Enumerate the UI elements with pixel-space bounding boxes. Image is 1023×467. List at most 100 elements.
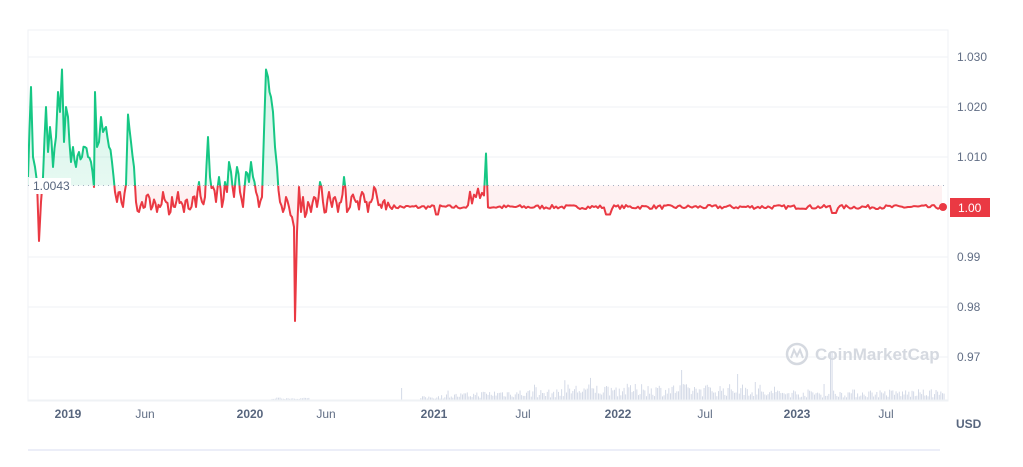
volume-bar bbox=[473, 393, 475, 400]
current-price-badge bbox=[950, 198, 990, 217]
volume-bar bbox=[788, 393, 790, 400]
volume-bar bbox=[470, 396, 471, 400]
volume-bar bbox=[865, 396, 867, 400]
price-line[interactable] bbox=[28, 68, 943, 322]
volume-bar bbox=[942, 393, 943, 400]
volume-bar bbox=[850, 393, 852, 400]
x-tick-label: Jul bbox=[515, 407, 530, 421]
volume-bar bbox=[505, 396, 507, 400]
volume-bar bbox=[847, 392, 849, 400]
volume-bar bbox=[668, 388, 670, 400]
volume-bar bbox=[401, 388, 403, 400]
volume-bar bbox=[462, 394, 463, 400]
volume-bar bbox=[839, 392, 841, 400]
volume-bar bbox=[615, 387, 617, 400]
volume-bar bbox=[855, 397, 857, 400]
volume-bar bbox=[722, 388, 724, 400]
volume-bar bbox=[274, 398, 276, 400]
volume-bar bbox=[502, 392, 503, 400]
volume-bar bbox=[620, 395, 622, 400]
volume-bar bbox=[786, 393, 788, 400]
volume-bar bbox=[826, 395, 828, 400]
volume-bar bbox=[644, 390, 646, 400]
volume-bar bbox=[738, 393, 740, 400]
volume-bar bbox=[420, 398, 422, 400]
volume-bar bbox=[306, 398, 308, 400]
volume-bar bbox=[823, 384, 825, 400]
volume-bar bbox=[649, 393, 651, 400]
volume-bar bbox=[799, 397, 801, 400]
volume-bar bbox=[489, 392, 491, 400]
volume-bar bbox=[452, 397, 454, 400]
volume-bar bbox=[703, 388, 705, 400]
volume-bar bbox=[833, 390, 835, 400]
volume-bar bbox=[898, 391, 900, 400]
volume-bar bbox=[486, 393, 487, 400]
volume-bar bbox=[908, 391, 910, 400]
volume-bar bbox=[767, 394, 769, 400]
volume-bar bbox=[676, 391, 678, 400]
volume-bar bbox=[660, 387, 662, 400]
volume-bar bbox=[289, 398, 291, 400]
volume-bar bbox=[556, 389, 558, 400]
volume-bar bbox=[927, 396, 929, 400]
volume-bar bbox=[430, 397, 431, 400]
volume-bar bbox=[770, 390, 772, 400]
volume-bar bbox=[439, 398, 441, 400]
volume-bar bbox=[578, 391, 580, 400]
volume-bar bbox=[929, 390, 931, 400]
y-tick-label: 0.99 bbox=[957, 250, 981, 264]
volume-bar bbox=[881, 392, 883, 400]
volume-bar bbox=[686, 384, 687, 400]
volume-bar bbox=[476, 392, 478, 400]
plot-area bbox=[27, 29, 949, 402]
volume-bar bbox=[482, 391, 484, 400]
volume-bar bbox=[782, 392, 783, 400]
volume-bar bbox=[570, 393, 572, 400]
volume-bar bbox=[290, 398, 292, 400]
volume-bar bbox=[279, 397, 281, 400]
volume-bar bbox=[697, 392, 699, 400]
volume-bar bbox=[721, 390, 723, 400]
volume-bar bbox=[716, 396, 718, 400]
volume-bar bbox=[650, 388, 652, 400]
volume-bar bbox=[508, 392, 510, 400]
volume-bar bbox=[930, 389, 932, 400]
volume-bar bbox=[903, 394, 905, 400]
volume-bar bbox=[913, 391, 915, 400]
volume-bar bbox=[559, 395, 561, 400]
x-tick-label: Jun bbox=[316, 407, 335, 421]
volume-bar bbox=[458, 396, 460, 400]
volume-bar bbox=[674, 392, 676, 400]
volume-bar bbox=[846, 397, 847, 400]
volume-bar bbox=[551, 393, 553, 400]
volume-bar bbox=[666, 393, 668, 400]
volume-bar bbox=[521, 395, 523, 400]
volume-bar bbox=[879, 390, 881, 400]
volume-bar bbox=[862, 392, 863, 400]
price-line-below-baseline[interactable] bbox=[28, 70, 943, 322]
volume-bar bbox=[641, 384, 643, 400]
volume-bar bbox=[753, 396, 755, 400]
current-price-dot[interactable] bbox=[939, 203, 947, 211]
volume-bar bbox=[442, 398, 444, 400]
volume-bar bbox=[572, 391, 574, 400]
volume-bar bbox=[836, 395, 838, 400]
volume-bar bbox=[924, 395, 926, 400]
volume-bar bbox=[538, 395, 540, 400]
volume-bar bbox=[602, 392, 604, 400]
volume-bar bbox=[577, 392, 579, 400]
volume-bar bbox=[783, 393, 785, 400]
volume-bar bbox=[511, 396, 513, 400]
volume-bar bbox=[922, 389, 924, 400]
volume-bar bbox=[607, 386, 609, 400]
volume-bar bbox=[820, 394, 822, 400]
volume-bar bbox=[302, 398, 303, 400]
volume-bar bbox=[737, 374, 739, 400]
volume-bar bbox=[670, 393, 671, 400]
volume-bar bbox=[772, 393, 774, 400]
volume-bar bbox=[777, 390, 779, 400]
volume-bar bbox=[802, 392, 804, 400]
x-tick-label: Jul bbox=[697, 407, 712, 421]
